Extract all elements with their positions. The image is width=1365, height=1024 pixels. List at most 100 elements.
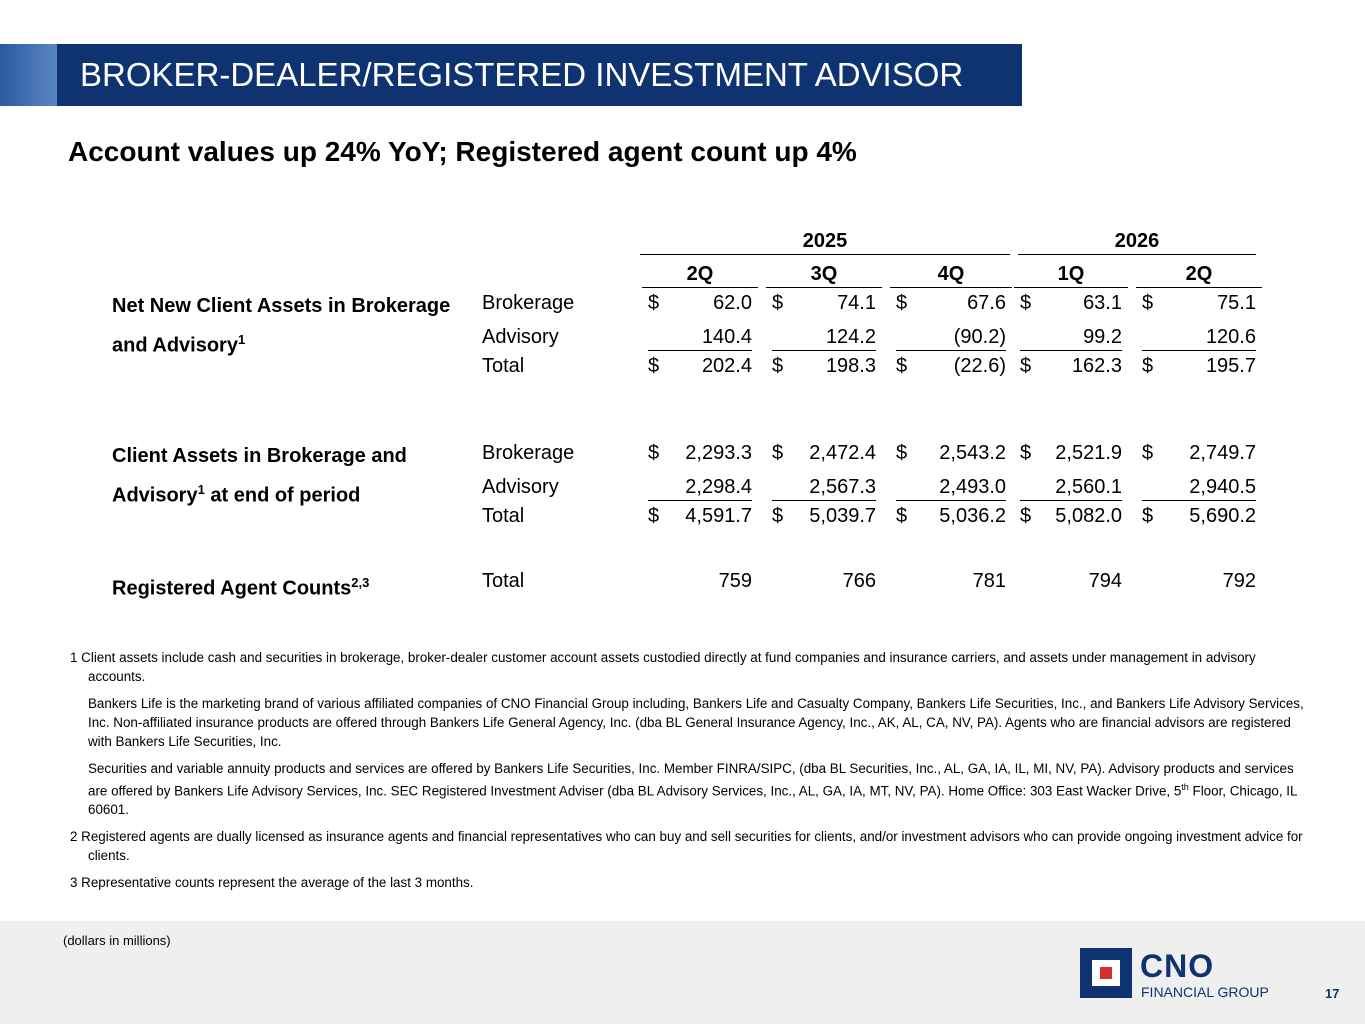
- value: 5,690.2: [1189, 505, 1256, 527]
- value-cell: $67.6: [896, 290, 1006, 316]
- title-bar: [57, 44, 1022, 106]
- currency-symbol: $: [772, 355, 784, 377]
- row-label: Advisory: [482, 476, 559, 498]
- value-cell: 140.4: [648, 324, 752, 351]
- row-label: Total: [482, 355, 525, 377]
- footnote: 1 Client assets include cash and securit…: [70, 648, 1310, 686]
- footnote-text: Floor, Chicago, IL 60601.: [88, 783, 1297, 818]
- quarter-header: 2Q: [642, 261, 758, 288]
- currency-symbol: $: [896, 505, 908, 527]
- value: 5,039.7: [809, 505, 876, 527]
- footnote-ref: 1: [237, 332, 246, 347]
- value-cell: 124.2: [772, 324, 876, 351]
- value-cell: 792: [1142, 568, 1256, 594]
- value-cell: $2,293.3: [648, 440, 752, 466]
- value-cell: 99.2: [1020, 324, 1122, 351]
- value-cell: $5,036.2: [896, 503, 1006, 529]
- value-cell: $74.1: [772, 290, 876, 316]
- currency-symbol: $: [1020, 442, 1032, 464]
- footnote: Securities and variable annuity products…: [70, 759, 1310, 819]
- value: 124.2: [825, 326, 876, 348]
- row-label: Brokerage: [482, 442, 575, 464]
- value-cell: $63.1: [1020, 290, 1122, 316]
- currency-symbol: $: [1020, 355, 1032, 377]
- superscript: th: [1181, 782, 1189, 792]
- value: (90.2): [953, 326, 1006, 348]
- logo-mark-center: [1100, 967, 1112, 979]
- value: 2,560.1: [1055, 476, 1122, 498]
- value: 202.4: [701, 355, 752, 377]
- quarter-header: 4Q: [890, 261, 1012, 288]
- value: 63.1: [1083, 292, 1122, 314]
- value: 759: [718, 570, 752, 592]
- value: 2,567.3: [809, 476, 876, 498]
- section-label: Net New Client Assets in Brokerage and A…: [112, 290, 462, 363]
- value-cell: $62.0: [648, 290, 752, 316]
- value-cell: 2,567.3: [772, 474, 876, 501]
- value: 2,940.5: [1189, 476, 1256, 498]
- footnote-text: 3 Representative counts represent the av…: [70, 875, 474, 891]
- footnote-text: 2 Registered agents are dually licensed …: [70, 829, 1303, 864]
- page-number: 17: [1325, 986, 1340, 1001]
- value: 120.6: [1205, 326, 1256, 348]
- value: 67.6: [967, 292, 1006, 314]
- footnote-text: 1 Client assets include cash and securit…: [70, 650, 1256, 684]
- currency-symbol: $: [772, 292, 784, 314]
- currency-symbol: $: [772, 505, 784, 527]
- logo-text: CNO: [1140, 948, 1215, 984]
- value: 2,293.3: [685, 442, 752, 464]
- value: 74.1: [837, 292, 876, 314]
- value: 162.3: [1071, 355, 1122, 377]
- row-label: Brokerage: [482, 292, 575, 314]
- value-cell: 2,560.1: [1020, 474, 1122, 501]
- currency-symbol: $: [1142, 442, 1154, 464]
- subtitle: Account values up 24% YoY; Registered ag…: [68, 136, 857, 167]
- value-cell: $2,472.4: [772, 440, 876, 466]
- value: 5,036.2: [939, 505, 1006, 527]
- value-cell: $5,690.2: [1142, 503, 1256, 529]
- currency-symbol: $: [648, 442, 660, 464]
- year-header: 2026: [1018, 228, 1256, 255]
- value-cell: 2,298.4: [648, 474, 752, 501]
- section-label-text: Registered Agent Counts: [112, 577, 352, 600]
- value-cell: $75.1: [1142, 290, 1256, 316]
- section-label-tail: at end of period: [204, 484, 361, 507]
- quarter-header: 2Q: [1136, 261, 1262, 288]
- value: 4,591.7: [685, 505, 752, 527]
- value-cell: 759: [648, 568, 752, 594]
- footnote: 2 Registered agents are dually licensed …: [70, 827, 1310, 865]
- value: 2,521.9: [1055, 442, 1122, 464]
- value-cell: 781: [896, 568, 1006, 594]
- value-cell: 120.6: [1142, 324, 1256, 351]
- row-label: Total: [482, 570, 525, 592]
- value-cell: $ (22.6): [896, 353, 1006, 379]
- value-cell: $5,039.7: [772, 503, 876, 529]
- value-cell: (90.2): [896, 324, 1006, 351]
- footnote-text: Securities and variable annuity products…: [88, 761, 1294, 799]
- value-cell: $2,749.7: [1142, 440, 1256, 466]
- footnote: 3 Representative counts represent the av…: [70, 873, 1310, 892]
- value-cell: $162.3: [1020, 353, 1122, 379]
- value-cell: 794: [1020, 568, 1122, 594]
- footnote-ref: 1: [197, 482, 205, 497]
- value-cell: $202.4: [648, 353, 752, 379]
- value: 195.7: [1205, 355, 1256, 377]
- currency-symbol: $: [1020, 292, 1032, 314]
- currency-symbol: $: [896, 355, 908, 377]
- currency-symbol: $: [1142, 505, 1154, 527]
- currency-symbol: $: [896, 442, 908, 464]
- value: 794: [1088, 570, 1122, 592]
- value: 2,543.2: [939, 442, 1006, 464]
- section-label-text: Client Assets in Brokerage and Advisory: [112, 445, 407, 507]
- units-note: (dollars in millions): [63, 933, 171, 948]
- year-header: 2025: [640, 228, 1010, 255]
- value-cell: 2,940.5: [1142, 474, 1256, 501]
- slide-title: BROKER-DEALER/REGISTERED INVESTMENT ADVI…: [80, 56, 964, 93]
- value: 766: [842, 570, 876, 592]
- value-cell: $198.3: [772, 353, 876, 379]
- section-label: Registered Agent Counts2,3: [112, 566, 462, 606]
- row-label: Total: [482, 505, 525, 527]
- footnote-ref: 2,3: [351, 575, 370, 590]
- value: 198.3: [825, 355, 876, 377]
